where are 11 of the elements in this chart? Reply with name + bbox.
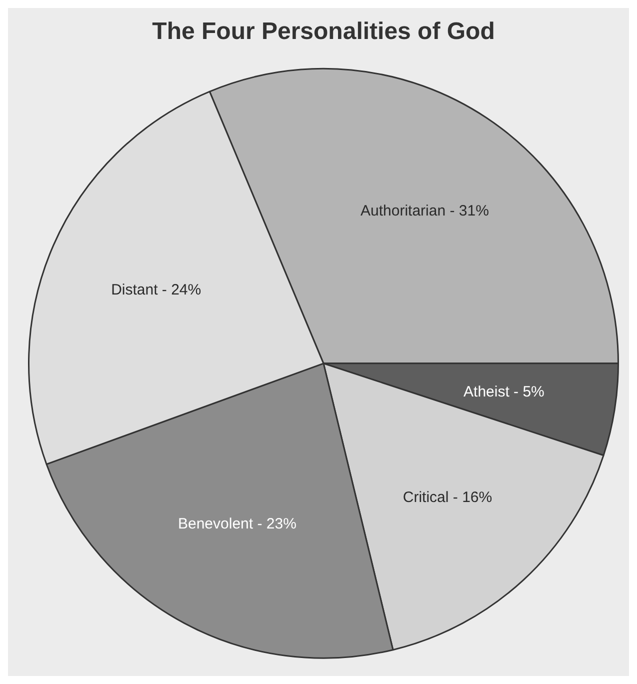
chart-title: The Four Personalities of God bbox=[152, 18, 495, 46]
slice-label: Atheist - bbox=[464, 383, 519, 400]
data-label: 31% bbox=[458, 202, 489, 220]
slice-label: Authoritarian - bbox=[360, 202, 455, 220]
slice-label: Benevolent - bbox=[178, 516, 262, 533]
data-label: 5% bbox=[522, 383, 544, 400]
data-label: 24% bbox=[171, 281, 202, 298]
data-label: 23% bbox=[266, 516, 296, 533]
slice-label: Distant - bbox=[111, 281, 167, 298]
slice-label: Critical - bbox=[402, 488, 458, 506]
data-label: 16% bbox=[462, 488, 492, 506]
